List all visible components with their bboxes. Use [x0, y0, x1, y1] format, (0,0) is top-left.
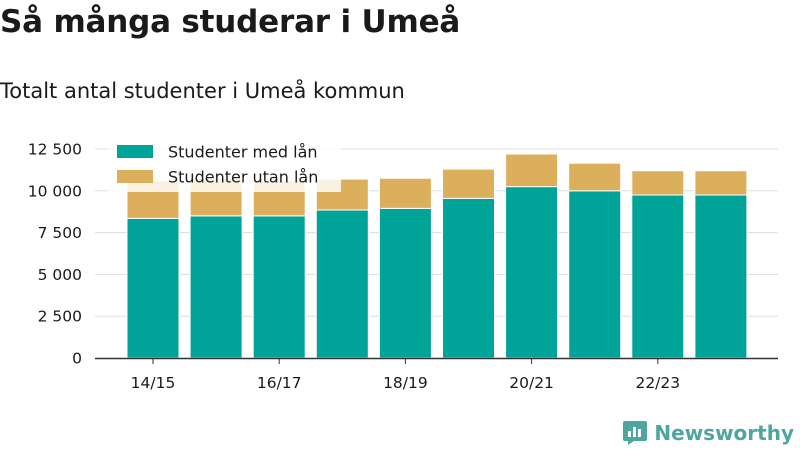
chart-title: Så många studerar i Umeå — [0, 4, 461, 40]
legend-label: Studenter med lån — [168, 143, 318, 162]
y-tick-label: 0 — [72, 350, 82, 368]
brand: Newsworthy — [622, 420, 794, 446]
bar-segment-with-loan — [442, 197, 495, 359]
bar-segment-with-loan — [126, 217, 180, 359]
bar-segment-without-loan — [631, 170, 685, 196]
y-tick-label: 10 000 — [28, 182, 82, 200]
bar-segment-without-loan — [694, 170, 748, 196]
bar-segment-without-loan — [442, 168, 495, 199]
bar-segment-without-loan — [568, 162, 622, 192]
legend-swatch — [117, 170, 153, 183]
y-tick-label: 12 500 — [28, 141, 82, 159]
bar-segment-with-loan — [315, 209, 369, 359]
y-tick-label: 7 500 — [38, 224, 82, 242]
newsworthy-logo-icon — [623, 421, 648, 445]
x-tick-label: 16/17 — [257, 374, 302, 392]
bar-segment-with-loan — [378, 207, 432, 359]
bar-segment-with-loan — [568, 190, 622, 359]
y-tick-label: 5 000 — [38, 266, 82, 284]
chart-subtitle: Totalt antal studenter i Umeå kommun — [0, 79, 405, 103]
bar-segment-without-loan — [378, 177, 432, 209]
bar-segment-with-loan — [631, 194, 685, 359]
x-tick-label: 22/23 — [635, 374, 680, 392]
x-tick-label: 14/15 — [131, 374, 176, 392]
legend-swatch — [117, 145, 153, 158]
bar-segment-with-loan — [505, 186, 559, 359]
brand-name: Newsworthy — [654, 421, 794, 445]
bar-segment-with-loan — [694, 194, 748, 359]
bar-segment-with-loan — [252, 215, 306, 359]
bar-segment-with-loan — [189, 215, 243, 359]
y-tick-label: 2 500 — [38, 308, 82, 326]
x-tick-label: 20/21 — [509, 374, 554, 392]
bar-segment-without-loan — [505, 153, 559, 188]
x-tick-label: 18/19 — [383, 374, 428, 392]
legend-label: Studenter utan lån — [168, 168, 318, 187]
